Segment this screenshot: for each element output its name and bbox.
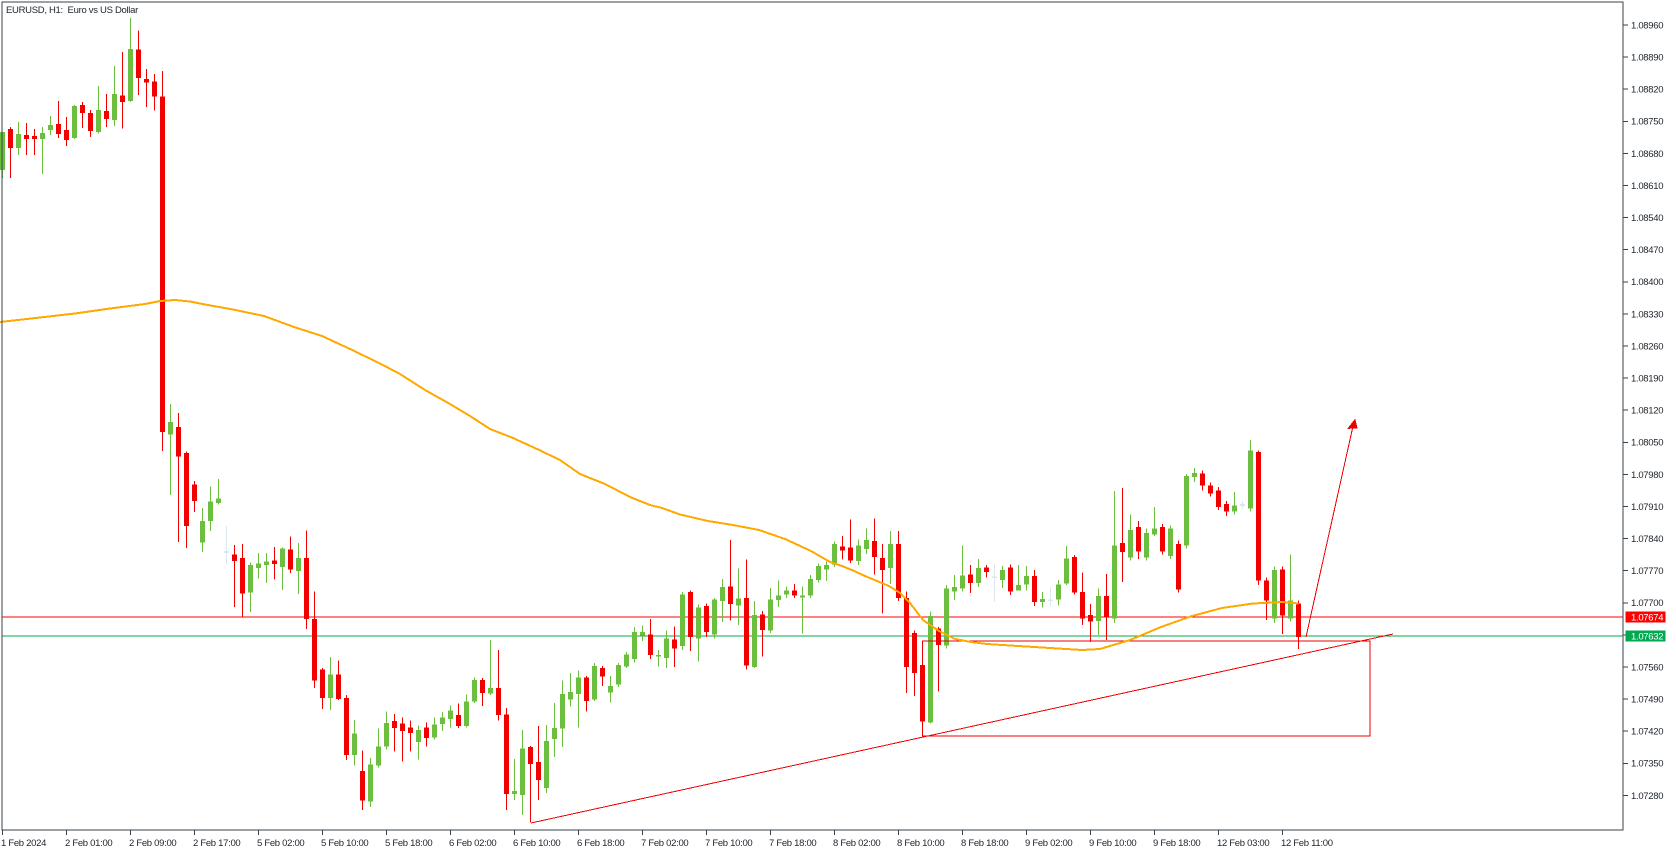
svg-text:1.08400: 1.08400 xyxy=(1631,277,1663,288)
svg-text:1.07840: 1.07840 xyxy=(1631,534,1663,545)
svg-text:7 Feb 18:00: 7 Feb 18:00 xyxy=(769,838,816,849)
svg-text:8 Feb 02:00: 8 Feb 02:00 xyxy=(833,838,880,849)
svg-text:9 Feb 18:00: 9 Feb 18:00 xyxy=(1153,838,1200,849)
svg-text:1.07770: 1.07770 xyxy=(1631,566,1663,577)
svg-text:1.08540: 1.08540 xyxy=(1631,213,1663,224)
svg-text:12 Feb 03:00: 12 Feb 03:00 xyxy=(1217,838,1269,849)
svg-text:1.07420: 1.07420 xyxy=(1631,727,1663,738)
svg-text:1.08750: 1.08750 xyxy=(1631,117,1663,128)
svg-text:1.07980: 1.07980 xyxy=(1631,470,1663,481)
svg-text:8 Feb 18:00: 8 Feb 18:00 xyxy=(961,838,1008,849)
svg-text:1.07910: 1.07910 xyxy=(1631,502,1663,513)
svg-text:9 Feb 10:00: 9 Feb 10:00 xyxy=(1089,838,1136,849)
svg-text:1.08330: 1.08330 xyxy=(1631,309,1663,320)
svg-text:1.07560: 1.07560 xyxy=(1631,662,1663,673)
svg-text:1.08470: 1.08470 xyxy=(1631,245,1663,256)
svg-text:2 Feb 09:00: 2 Feb 09:00 xyxy=(129,838,176,849)
svg-text:1.08260: 1.08260 xyxy=(1631,341,1663,352)
svg-text:6 Feb 02:00: 6 Feb 02:00 xyxy=(449,838,496,849)
svg-text:EURUSD, H1: Euro vs US Dollar: EURUSD, H1: Euro vs US Dollar xyxy=(6,5,138,16)
svg-text:1.07490: 1.07490 xyxy=(1631,695,1663,706)
svg-text:1.07700: 1.07700 xyxy=(1631,598,1663,609)
svg-text:6 Feb 10:00: 6 Feb 10:00 xyxy=(513,838,560,849)
svg-text:1.08680: 1.08680 xyxy=(1631,149,1663,160)
svg-text:7 Feb 02:00: 7 Feb 02:00 xyxy=(641,838,688,849)
svg-text:1.08190: 1.08190 xyxy=(1631,374,1663,385)
svg-text:1.08610: 1.08610 xyxy=(1631,181,1663,192)
svg-text:7 Feb 10:00: 7 Feb 10:00 xyxy=(705,838,752,849)
svg-text:2 Feb 17:00: 2 Feb 17:00 xyxy=(193,838,240,849)
svg-text:9 Feb 02:00: 9 Feb 02:00 xyxy=(1025,838,1072,849)
svg-text:1.07632: 1.07632 xyxy=(1631,632,1663,643)
svg-text:1.08050: 1.08050 xyxy=(1631,438,1663,449)
svg-text:1.08120: 1.08120 xyxy=(1631,406,1663,417)
svg-text:5 Feb 02:00: 5 Feb 02:00 xyxy=(257,838,304,849)
svg-text:1.08890: 1.08890 xyxy=(1631,53,1663,64)
svg-text:1.07674: 1.07674 xyxy=(1631,613,1663,624)
svg-text:1.07280: 1.07280 xyxy=(1631,791,1663,802)
svg-text:2 Feb 01:00: 2 Feb 01:00 xyxy=(65,838,112,849)
svg-text:1.08820: 1.08820 xyxy=(1631,85,1663,96)
svg-text:1.08960: 1.08960 xyxy=(1631,20,1663,31)
svg-text:12 Feb 11:00: 12 Feb 11:00 xyxy=(1281,838,1333,849)
svg-text:8 Feb 10:00: 8 Feb 10:00 xyxy=(897,838,944,849)
svg-text:5 Feb 18:00: 5 Feb 18:00 xyxy=(385,838,432,849)
svg-text:6 Feb 18:00: 6 Feb 18:00 xyxy=(577,838,624,849)
svg-text:1 Feb 2024: 1 Feb 2024 xyxy=(1,838,46,849)
svg-text:1.07350: 1.07350 xyxy=(1631,759,1663,770)
svg-text:5 Feb 10:00: 5 Feb 10:00 xyxy=(321,838,368,849)
